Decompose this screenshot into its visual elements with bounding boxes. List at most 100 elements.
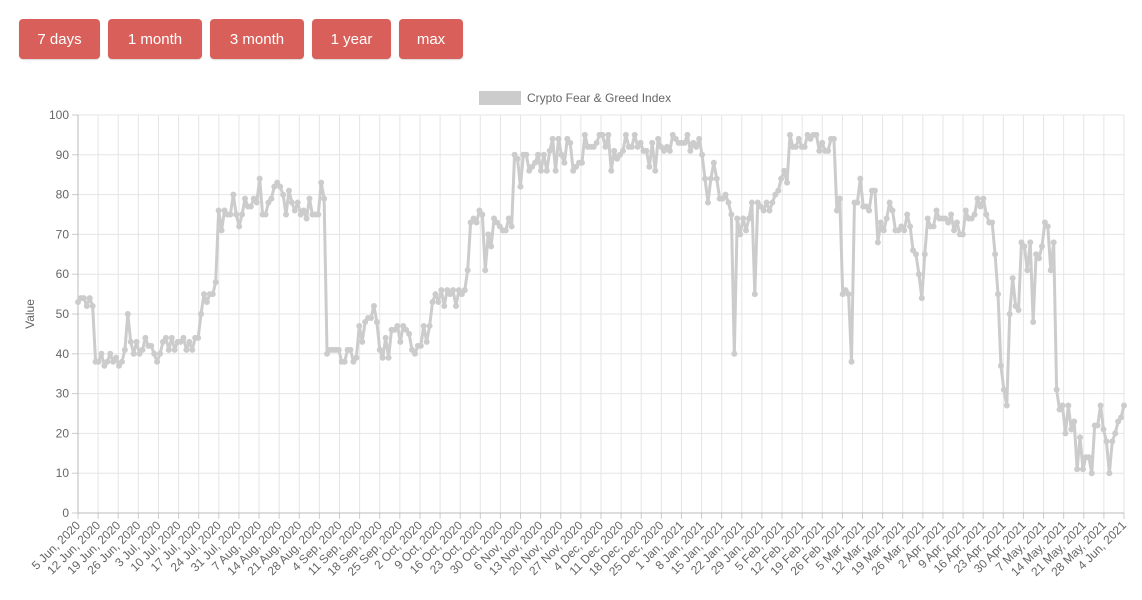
data-point[interactable] [98, 350, 105, 357]
data-point[interactable] [740, 215, 747, 222]
data-point[interactable] [426, 322, 433, 329]
data-point[interactable] [488, 243, 495, 250]
data-point[interactable] [485, 231, 492, 238]
data-point[interactable] [1094, 422, 1101, 429]
data-point[interactable] [209, 291, 216, 298]
data-point[interactable] [819, 139, 826, 146]
data-point[interactable] [637, 139, 644, 146]
data-point[interactable] [420, 322, 427, 329]
data-point[interactable] [901, 227, 908, 234]
data-point[interactable] [203, 299, 210, 306]
data-point[interactable] [157, 350, 164, 357]
data-point[interactable] [763, 199, 770, 206]
data-point[interactable] [452, 303, 459, 310]
data-point[interactable] [315, 211, 322, 218]
data-point[interactable] [997, 362, 1004, 369]
data-point[interactable] [737, 231, 744, 238]
data-point[interactable] [133, 338, 140, 345]
data-point[interactable] [854, 199, 861, 206]
data-point[interactable] [655, 135, 662, 142]
data-point[interactable] [561, 159, 568, 166]
data-point[interactable] [83, 303, 90, 310]
data-point[interactable] [707, 175, 714, 182]
data-point[interactable] [198, 311, 205, 317]
data-point[interactable] [441, 303, 448, 310]
data-point[interactable] [816, 147, 823, 154]
data-point[interactable] [227, 211, 234, 218]
range-max-button[interactable]: max [399, 19, 463, 59]
data-point[interactable] [1085, 454, 1092, 461]
data-point[interactable] [880, 227, 887, 234]
data-point[interactable] [813, 131, 820, 138]
data-point[interactable] [142, 334, 149, 341]
data-point[interactable] [256, 175, 263, 182]
data-point[interactable] [285, 187, 292, 194]
data-point[interactable] [1103, 438, 1110, 445]
data-point[interactable] [189, 346, 196, 353]
data-point[interactable] [335, 346, 342, 353]
data-point[interactable] [1109, 438, 1116, 445]
data-point[interactable] [139, 346, 146, 353]
data-point[interactable] [971, 211, 978, 218]
data-point[interactable] [684, 131, 691, 138]
data-point[interactable] [766, 207, 773, 214]
data-point[interactable] [743, 227, 750, 234]
data-point[interactable] [748, 199, 755, 206]
data-point[interactable] [555, 135, 562, 142]
range-1-year-button[interactable]: 1 year [312, 19, 391, 59]
data-point[interactable] [930, 223, 937, 230]
data-point[interactable] [1027, 239, 1034, 246]
data-point[interactable] [751, 291, 758, 298]
data-point[interactable] [288, 199, 295, 206]
data-point[interactable] [602, 143, 609, 150]
data-point[interactable] [168, 334, 175, 341]
data-point[interactable] [537, 167, 544, 174]
data-point[interactable] [165, 346, 172, 353]
data-point[interactable] [696, 135, 703, 142]
data-point[interactable] [1024, 267, 1031, 274]
data-point[interactable] [918, 295, 925, 302]
data-point[interactable] [353, 354, 360, 361]
range-3-month-button[interactable]: 3 month [210, 19, 304, 59]
data-point[interactable] [450, 287, 457, 294]
data-point[interactable] [368, 314, 374, 321]
data-point[interactable] [186, 338, 193, 345]
data-point[interactable] [151, 350, 158, 357]
data-point[interactable] [438, 287, 445, 294]
data-point[interactable] [118, 358, 125, 365]
data-point[interactable] [385, 354, 392, 361]
data-point[interactable] [300, 207, 307, 214]
data-point[interactable] [423, 338, 430, 345]
data-point[interactable] [593, 139, 600, 146]
data-point[interactable] [1044, 223, 1051, 230]
data-point[interactable] [666, 147, 673, 154]
data-point[interactable] [341, 358, 348, 365]
data-point[interactable] [1021, 243, 1028, 250]
data-point[interactable] [713, 175, 720, 182]
data-point[interactable] [1112, 430, 1119, 437]
chart-legend[interactable]: Crypto Fear & Greed Index [479, 91, 671, 105]
data-point[interactable] [643, 147, 650, 154]
data-point[interactable] [983, 211, 990, 218]
data-point[interactable] [599, 131, 606, 138]
data-point[interactable] [107, 350, 114, 357]
data-point[interactable] [1106, 470, 1113, 477]
data-point[interactable] [889, 207, 896, 214]
data-point[interactable] [704, 199, 711, 206]
data-point[interactable] [253, 199, 260, 206]
data-point[interactable] [912, 251, 919, 258]
data-point[interactable] [215, 207, 222, 214]
data-point[interactable] [581, 131, 588, 138]
data-point[interactable] [95, 358, 102, 365]
data-point[interactable] [578, 159, 585, 166]
data-point[interactable] [277, 183, 284, 190]
data-point[interactable] [373, 318, 380, 325]
data-point[interactable] [532, 159, 539, 166]
data-point[interactable] [104, 358, 111, 365]
data-point[interactable] [760, 207, 767, 214]
data-point[interactable] [1071, 418, 1078, 425]
data-point[interactable] [649, 139, 656, 146]
data-point[interactable] [306, 195, 313, 202]
data-point[interactable] [1059, 402, 1066, 409]
data-point[interactable] [376, 346, 383, 353]
